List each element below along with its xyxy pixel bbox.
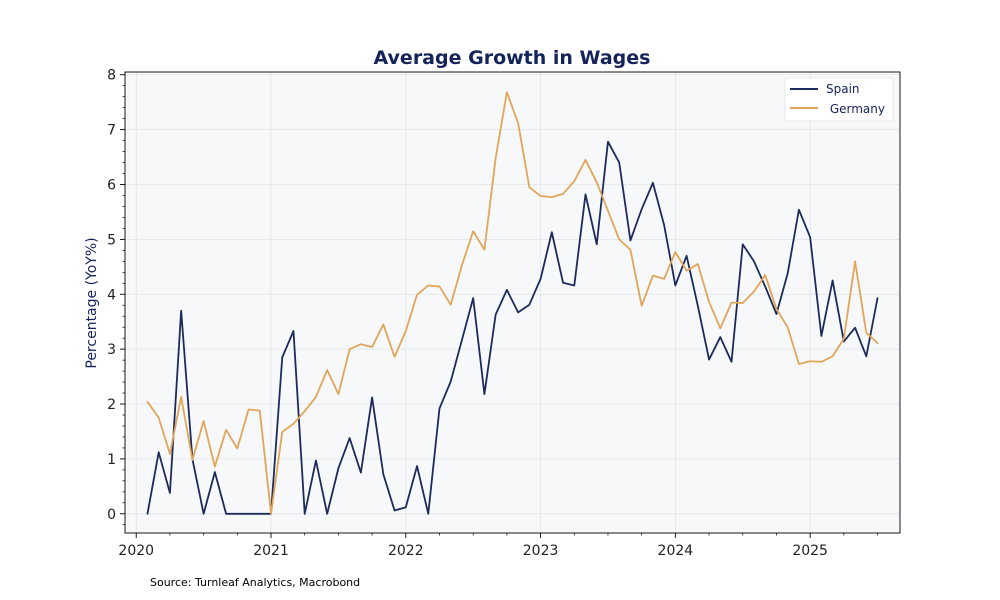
x-tick-label: 2024 <box>658 543 694 559</box>
y-axis: 0 1 2 3 4 5 6 7 8 <box>107 68 125 526</box>
y-axis-label: Percentage (YoY%) <box>84 237 100 368</box>
x-tick-label: 2022 <box>388 543 424 559</box>
y-tick-label: 7 <box>107 123 116 139</box>
source-note: Source: Turnleaf Analytics, Macrobond <box>150 576 361 589</box>
series-line-spain <box>146 140 879 515</box>
x-tick-label: 2021 <box>253 543 289 559</box>
x-tick-label: 2020 <box>118 543 154 559</box>
y-tick-label: 2 <box>107 397 116 413</box>
x-tick-label: 2023 <box>523 543 559 559</box>
chart-title: Average Growth in Wages <box>374 47 651 69</box>
legend-label-spain: Spain <box>826 82 860 96</box>
y-tick-label: 3 <box>107 342 116 358</box>
y-tick-label: 8 <box>107 68 116 84</box>
x-axis: 2020 2021 2022 2023 2024 2025 <box>118 533 878 559</box>
y-tick-label: 1 <box>107 452 116 468</box>
series-line-germany <box>146 91 879 515</box>
legend-box <box>784 77 894 122</box>
y-tick-label: 0 <box>107 507 116 523</box>
series-lines <box>146 91 879 515</box>
plot-frame <box>124 71 901 534</box>
y-tick-label: 5 <box>107 232 116 248</box>
x-tick-label: 2025 <box>792 543 828 559</box>
grid-lines <box>125 72 900 533</box>
legend-label-germany: Germany <box>826 102 885 116</box>
legend: Spain Germany <box>784 77 894 122</box>
y-tick-label: 6 <box>107 178 116 194</box>
y-tick-label: 4 <box>107 287 116 303</box>
